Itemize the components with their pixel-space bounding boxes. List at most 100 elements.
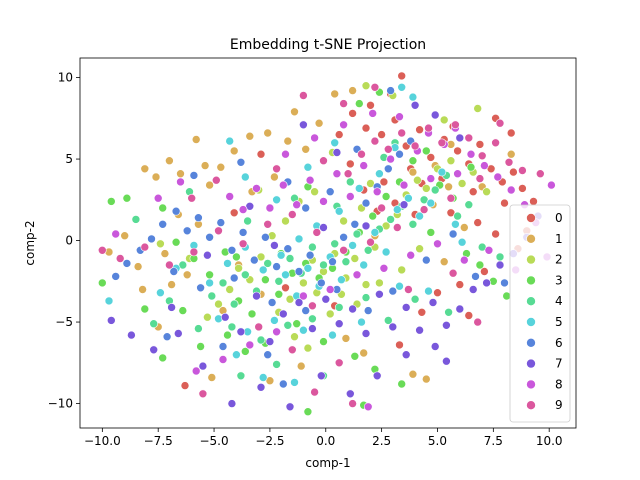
legend-label: 0 [555,211,563,225]
data-point-class-1 [138,285,147,294]
data-point-class-9 [495,118,505,128]
data-point-class-0 [455,280,465,289]
data-point-class-4 [363,246,373,255]
data-point-class-7 [321,294,331,304]
data-point-class-9 [410,141,420,151]
data-point-class-5 [258,265,268,275]
data-point-class-0 [468,187,478,196]
data-point-class-6 [361,198,371,208]
data-point-class-9 [451,120,460,130]
data-point-class-5 [225,136,234,146]
legend-marker [526,337,536,348]
data-point-class-6 [325,187,335,196]
data-point-class-4 [243,216,252,226]
data-point-class-5 [299,325,308,335]
legend-marker [526,317,536,327]
data-point-class-1 [301,145,311,154]
data-point-class-6 [471,272,480,281]
data-point-class-3 [232,252,241,262]
data-point-class-4 [256,335,266,345]
data-point-class-3 [98,278,107,288]
data-point-class-2 [361,280,371,289]
data-point-class-4 [263,259,273,268]
data-point-class-8 [406,250,416,260]
data-point-class-6 [205,233,214,242]
data-point-class-2 [415,244,424,253]
data-point-class-7 [294,298,304,307]
data-point-class-3 [178,306,188,315]
data-point-class-3 [354,99,364,108]
legend-label: 8 [555,377,563,391]
x-tick-label: −5.0 [199,434,228,448]
data-point-class-2 [350,254,360,263]
legend-label: 6 [555,336,563,350]
legend-label: 3 [555,273,563,287]
data-point-class-7 [308,324,317,333]
data-point-class-5 [330,138,340,148]
data-point-class-4 [194,324,203,333]
data-point-class-1 [444,182,453,192]
data-point-class-0 [475,140,485,149]
data-point-class-8 [281,149,290,159]
data-point-class-8 [399,180,409,190]
data-point-class-6 [350,220,360,229]
data-point-class-7 [482,278,491,288]
data-point-class-5 [290,378,299,387]
data-point-class-8 [359,161,369,170]
data-point-class-4 [341,257,351,267]
data-point-class-8 [305,175,315,185]
data-point-class-2 [290,332,299,342]
data-point-class-9 [339,99,348,108]
data-point-class-8 [506,185,516,195]
data-point-class-8 [265,203,275,213]
data-point-class-9 [334,358,344,368]
data-point-class-2 [421,184,431,193]
data-point-class-3 [140,304,150,314]
chart-title: Embedding t-SNE Projection [230,37,426,53]
data-point-class-1 [270,172,279,182]
data-point-class-7 [361,329,371,338]
legend: 0 1 2 3 4 5 6 7 8 9 [509,204,571,423]
data-point-class-4 [464,200,474,209]
data-point-class-1 [314,118,324,128]
data-point-class-2 [234,263,243,273]
data-point-class-5 [241,172,250,182]
x-axis-label: comp-1 [305,456,350,470]
data-point-class-2 [397,265,407,275]
data-point-class-4 [308,242,317,252]
data-point-class-7 [265,337,275,346]
data-point-class-7 [348,304,357,314]
data-point-class-8 [339,120,348,130]
data-point-class-5 [408,92,418,102]
data-point-class-8 [278,180,288,190]
legend-label: 9 [555,398,563,412]
data-point-class-3 [223,330,232,340]
data-point-class-2 [310,187,319,196]
data-point-class-3 [274,289,284,299]
data-point-class-6 [363,306,373,315]
data-point-class-8 [252,184,261,193]
data-point-class-7 [174,329,183,338]
data-point-class-2 [473,104,483,113]
data-point-class-6 [196,283,205,293]
x-tick-label: −7.5 [144,434,173,448]
data-point-class-6 [227,246,237,255]
data-point-class-5 [424,286,433,296]
data-point-class-0 [377,130,386,139]
data-point-class-7 [388,322,398,332]
data-point-class-6 [278,379,288,389]
legend-marker [526,358,536,369]
data-point-class-5 [359,260,369,270]
legend-marker [526,234,536,244]
data-point-class-7 [285,402,295,412]
data-point-class-5 [272,195,281,205]
data-point-class-5 [415,211,424,221]
data-point-class-4 [334,303,344,312]
data-point-class-1 [140,164,150,174]
data-point-class-5 [357,317,366,327]
data-point-class-4 [345,177,355,187]
data-point-class-8 [433,239,442,249]
data-point-class-9 [491,138,500,148]
data-point-class-6 [238,228,248,237]
data-point-class-0 [464,311,474,320]
